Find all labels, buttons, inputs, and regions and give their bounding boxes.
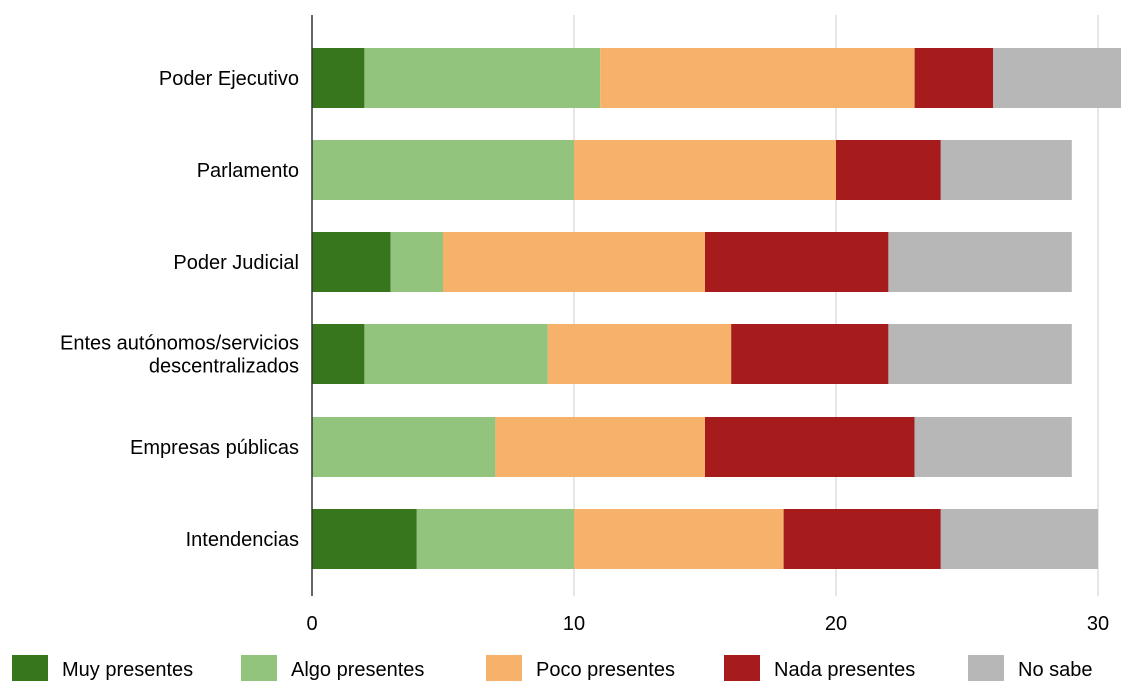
category-labels: Poder Ejecutivo Parlamento Poder Judicial E… [60,68,299,551]
legend-swatch [968,655,1004,681]
x-tick-label: 0 [306,613,317,635]
bar-segment [364,324,548,384]
bar-segment [888,232,1072,292]
legend-swatch [241,655,277,681]
x-tick-label: 20 [825,613,847,635]
x-tick-label: 30 [1087,613,1109,635]
bar-segment [312,140,574,200]
legend-item: Nada presentes [724,655,915,681]
legend-label: No sabe [1018,659,1093,681]
bar-segment [600,48,915,108]
legend-swatch [486,655,522,681]
legend-item: Algo presentes [241,655,424,681]
bar-segment [705,417,915,477]
legend-label: Poco presentes [536,659,675,681]
legend-swatch [724,655,760,681]
bar-segment [888,324,1072,384]
category-label: Intendencias [186,529,299,551]
bar-segment [940,140,1072,200]
legend-label: Nada presentes [774,659,915,681]
bar-segment [312,509,417,569]
bar-segment [312,232,391,292]
bar-segment [836,140,941,200]
legend-label: Muy presentes [62,659,193,681]
category-label: Empresas públicas [130,437,299,459]
bar-segment [914,48,994,108]
category-label: Entes autónomos/servicios descentralizado… [60,333,299,378]
x-tick-labels: 0 10 20 30 [306,613,1109,635]
bar-segment [443,232,705,292]
legend-item: Muy presentes [12,655,193,681]
gridlines [573,15,1099,596]
bar-segment [312,48,365,108]
legend-swatch [12,655,48,681]
bar-segment [993,48,1121,108]
bar-segment [547,324,732,384]
bar-segment [312,417,496,477]
bar-segment [416,509,574,569]
category-label: Poder Ejecutivo [159,68,299,90]
bar-segment [495,417,705,477]
bar-segment [364,48,601,108]
category-label: Parlamento [197,160,299,182]
bars [312,48,1121,569]
legend-item: Poco presentes [486,655,675,681]
x-tick-label: 10 [563,613,585,635]
bar-segment [705,232,889,292]
legend-label: Algo presentes [291,659,424,681]
bar-segment [574,509,784,569]
bar-segment [914,417,1072,477]
legend: Muy presentes Algo presentes Poco presente… [12,655,1093,681]
category-label: Poder Judicial [173,252,299,274]
bar-segment [940,509,1098,569]
bar-segment [731,324,889,384]
bar-segment [312,324,365,384]
bar-segment [390,232,443,292]
bar-segment [574,140,836,200]
bar-segment [783,509,941,569]
legend-item: No sabe [968,655,1093,681]
